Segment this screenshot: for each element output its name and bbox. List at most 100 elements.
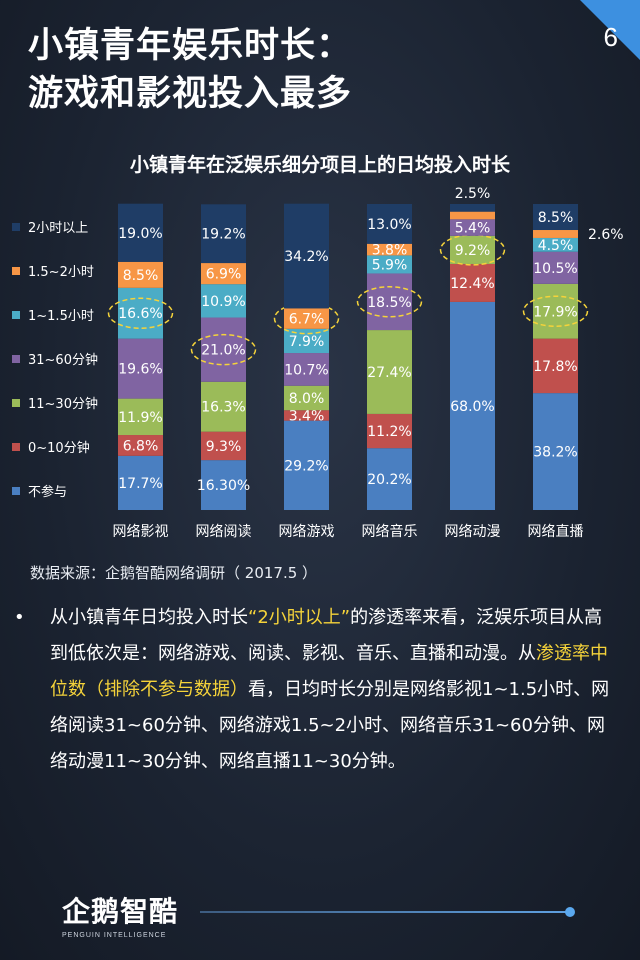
bar-segment — [284, 308, 329, 329]
body-paragraph: 从小镇青年日均投入时长“2小时以上”的渗透率来看，泛娱乐项目从高到低依次是：网络… — [50, 600, 615, 780]
bar-segment — [284, 410, 329, 421]
data-label: 8.0% — [289, 391, 325, 407]
legend-swatch — [12, 399, 20, 407]
data-label: 18.5% — [367, 295, 411, 311]
bar-segment — [367, 255, 412, 274]
logo-subtitle: PENGUIN INTELLIGENCE — [62, 932, 167, 939]
bar-segment — [450, 211, 495, 220]
data-label: 8.5% — [123, 268, 159, 284]
data-label: 3.4% — [289, 408, 325, 424]
bar-segment — [118, 455, 163, 510]
legend-swatch — [12, 487, 20, 495]
data-label: 16.30% — [197, 478, 250, 494]
bar-segment — [284, 385, 329, 411]
data-label: 6.7% — [289, 312, 325, 328]
bar-segment — [533, 393, 578, 510]
bar-segment — [284, 203, 329, 309]
bar-segment — [367, 204, 412, 244]
data-label: 5.4% — [455, 221, 491, 237]
bar-segment — [201, 460, 246, 510]
data-label: 9.3% — [206, 439, 242, 455]
highlight-ellipse — [107, 297, 174, 329]
bar-segment — [450, 235, 495, 264]
bar-segment — [201, 284, 246, 318]
bar-segment — [450, 301, 495, 510]
data-label: 17.9% — [533, 304, 577, 320]
data-label: 38.2% — [533, 445, 577, 461]
data-label: 17.8% — [533, 359, 577, 375]
highlighted-text: 渗透率中位数（排除不参与数据） — [50, 643, 608, 700]
page-title-line2: 游戏和影视投入最多 — [28, 74, 353, 114]
data-label: 16.6% — [118, 306, 162, 322]
data-label: 11.9% — [118, 410, 162, 426]
legend-label: 11~30分钟 — [28, 396, 98, 412]
category-label: 网络动漫 — [445, 524, 501, 540]
bar-segment — [118, 338, 163, 399]
bar-segment — [118, 203, 163, 262]
legend-label: 31~60分钟 — [28, 352, 98, 368]
logo: 企鹅智酷 PENGUIN INTELLIGENCE — [62, 890, 192, 940]
legend-swatch — [12, 267, 20, 275]
bar-segment — [201, 204, 246, 264]
highlighted-text: “2小时以上” — [248, 607, 351, 628]
data-label: 10.7% — [284, 362, 328, 378]
bar-segment — [367, 243, 412, 256]
data-label: 9.2% — [455, 243, 491, 259]
data-label: 3.8% — [372, 243, 408, 259]
category-label: 网络游戏 — [279, 524, 335, 540]
data-label: 6.8% — [123, 438, 159, 454]
bar-segment — [284, 353, 329, 386]
legend-label: 2小时以上 — [28, 221, 88, 236]
chart-title: 小镇青年在泛娱乐细分项目上的日均投入时长 — [129, 154, 510, 176]
bar-segment — [533, 338, 578, 394]
highlight-ellipse — [522, 295, 589, 328]
page-badge — [580, 0, 640, 60]
data-label: 19.2% — [201, 227, 245, 243]
data-label: 6.9% — [206, 267, 242, 283]
bar-segment — [533, 251, 578, 284]
body-text-segment: 看，日均时长分别是网络影视1~1.5小时、网络阅读31~60分钟、网络游戏1.5… — [50, 679, 610, 772]
data-label: 19.6% — [118, 362, 162, 378]
data-label: 16.3% — [201, 400, 245, 416]
bar-segment — [284, 328, 329, 354]
body-text-segment: 的渗透率来看，泛娱乐项目从高到低依次是：网络游戏、阅读、影视、音乐、直播和动漫。… — [50, 607, 603, 664]
data-label: 29.2% — [284, 458, 328, 474]
data-label: 68.0% — [450, 399, 494, 415]
data-label: 11.2% — [367, 424, 411, 440]
bar-segment — [201, 263, 246, 285]
logo-text: 企鹅智酷 — [62, 895, 179, 928]
highlight-ellipse — [190, 333, 257, 366]
bar-segment — [118, 435, 163, 456]
data-label: 27.4% — [367, 365, 411, 381]
data-label: 17.7% — [118, 476, 162, 492]
data-label: 20.2% — [367, 472, 411, 488]
data-label: 7.9% — [289, 334, 325, 350]
bar-segment — [450, 204, 495, 212]
bar-segment — [118, 261, 163, 288]
data-label: 13.0% — [367, 217, 411, 233]
legend-swatch — [12, 223, 20, 231]
legend-swatch — [12, 311, 20, 319]
legend-swatch — [12, 443, 20, 451]
data-label: 5.9% — [372, 257, 408, 273]
bar-segment — [533, 237, 578, 252]
legend-label: 不参与 — [28, 484, 67, 500]
data-label: 2.5% — [455, 186, 491, 202]
data-label: 2.6% — [588, 227, 624, 243]
bullet-marker: • — [14, 607, 25, 628]
data-label: 10.9% — [201, 294, 245, 310]
category-label: 网络直播 — [528, 523, 584, 540]
page-number: 6 — [603, 22, 618, 52]
bar-segment — [533, 230, 578, 238]
bar-segment — [450, 219, 495, 236]
bar-segment — [201, 317, 246, 382]
page-title-line1: 小镇青年娱乐时长： — [28, 26, 353, 66]
category-label: 网络阅读 — [196, 523, 252, 540]
highlight-ellipse — [356, 286, 423, 318]
data-label: 12.4% — [450, 276, 494, 292]
data-label: 4.5% — [538, 238, 574, 254]
data-label: 19.0% — [118, 226, 162, 242]
footer-dot — [565, 907, 575, 917]
footer-line — [200, 911, 568, 913]
stacked-bar-chart: 2小时以上 1.5~2小时 1~1.5小时 31~60分钟 11~30分钟 0~10分钟不… — [12, 186, 624, 540]
